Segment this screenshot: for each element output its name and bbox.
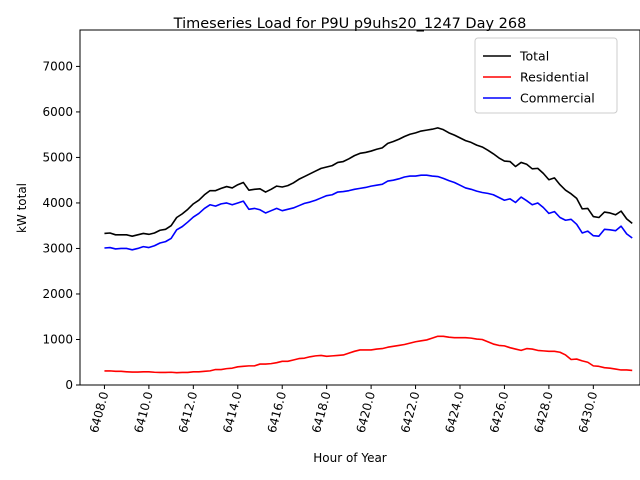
y-tick-label: 1000 <box>42 332 73 346</box>
y-tick-label: 0 <box>65 378 73 392</box>
y-tick-label: 7000 <box>42 59 73 73</box>
plot-frame <box>79 29 640 386</box>
series-lines <box>104 127 633 374</box>
y-tick-label: 4000 <box>42 196 73 210</box>
y-axis-ticks: 0 1000 2000 3000 4000 5000 6000 7000 <box>42 59 80 392</box>
chart-title: Timeseries Load for P9U p9uhs20_1247 Day… <box>173 16 527 32</box>
series-line-total <box>104 127 633 237</box>
y-tick-label: 2000 <box>42 287 73 301</box>
legend-label-commercial: Commercial <box>520 91 595 106</box>
legend: Total Residential Commercial <box>474 37 618 114</box>
x-axis-title: Hour of Year <box>313 451 387 465</box>
y-tick-label: 5000 <box>42 150 73 164</box>
y-tick-label: 6000 <box>42 105 73 119</box>
y-tick-label: 3000 <box>42 241 73 255</box>
legend-label-total: Total <box>519 49 549 64</box>
series-line-residential <box>104 335 633 374</box>
legend-label-residential: Residential <box>520 70 589 85</box>
series-line-commercial <box>104 174 633 251</box>
y-axis-title: kW total <box>15 183 29 233</box>
